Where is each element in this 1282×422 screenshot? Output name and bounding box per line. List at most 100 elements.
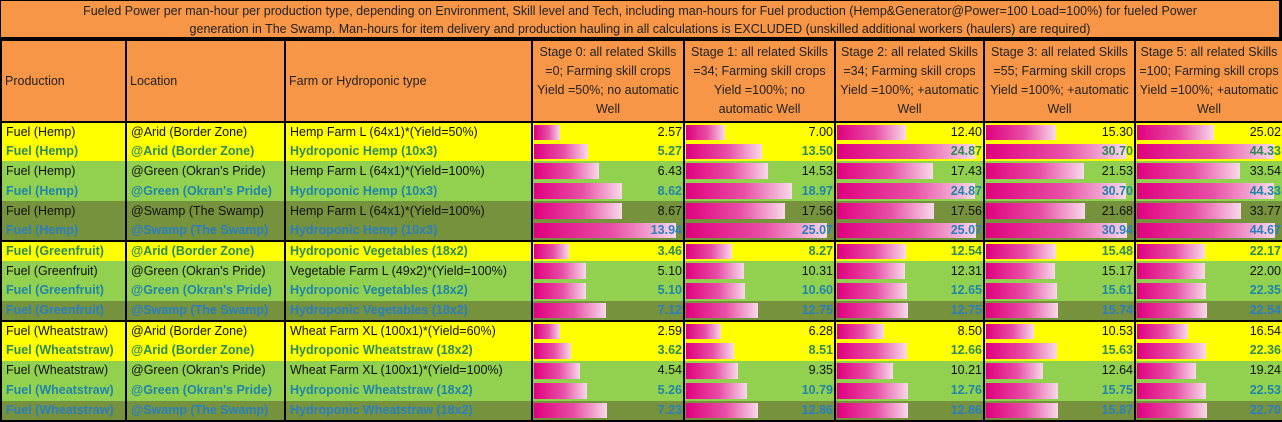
- cell-stage-5[interactable]: 25.02: [1134, 121, 1282, 142]
- cell-stage-3[interactable]: 15.74: [983, 300, 1136, 322]
- header-type[interactable]: Farm or Hydroponic type: [284, 40, 533, 123]
- cell-stage-2[interactable]: 12.76: [834, 380, 985, 401]
- cell-stage-2[interactable]: 12.40: [834, 121, 985, 142]
- cell-stage-3[interactable]: 15.30: [983, 121, 1136, 142]
- cell-production[interactable]: Fuel (Greenfruit): [0, 261, 127, 281]
- cell-stage-1[interactable]: 12.86: [683, 400, 836, 422]
- cell-stage-0[interactable]: 6.43: [531, 161, 685, 182]
- cell-stage-5[interactable]: 22.35: [1134, 280, 1282, 301]
- cell-stage-1[interactable]: 18.97: [683, 181, 836, 202]
- cell-stage-1[interactable]: 13.50: [683, 141, 836, 162]
- cell-stage-2[interactable]: 24.87: [834, 141, 985, 162]
- cell-type[interactable]: Hydroponic Hemp (10x3): [284, 141, 533, 162]
- cell-location[interactable]: @Green (Okran's Pride): [125, 261, 286, 281]
- cell-stage-5[interactable]: 22.00: [1134, 261, 1282, 281]
- cell-type[interactable]: Hydroponic Vegetables (18x2): [284, 280, 533, 301]
- cell-type[interactable]: Hydroponic Wheatstraw (18x2): [284, 340, 533, 361]
- cell-stage-1[interactable]: 10.31: [683, 261, 836, 281]
- cell-stage-0[interactable]: 5.27: [531, 141, 685, 162]
- cell-stage-0[interactable]: 3.62: [531, 340, 685, 361]
- cell-stage-0[interactable]: 13.94: [531, 221, 685, 243]
- cell-stage-5[interactable]: 22.53: [1134, 380, 1282, 401]
- cell-stage-5[interactable]: 44.67: [1134, 221, 1282, 243]
- cell-type[interactable]: Hydroponic Hemp (10x3): [284, 221, 533, 243]
- cell-stage-1[interactable]: 7.00: [683, 121, 836, 142]
- cell-location[interactable]: @Green (Okran's Pride): [125, 280, 286, 301]
- cell-location[interactable]: @Swamp (The Swamp): [125, 300, 286, 322]
- cell-stage-5[interactable]: 22.36: [1134, 340, 1282, 361]
- cell-production[interactable]: Fuel (Greenfruit): [0, 241, 127, 262]
- cell-stage-2[interactable]: 17.56: [834, 201, 985, 222]
- cell-production[interactable]: Fuel (Hemp): [0, 201, 127, 222]
- cell-stage-2[interactable]: 12.66: [834, 340, 985, 361]
- cell-stage-3[interactable]: 15.63: [983, 340, 1136, 361]
- cell-production[interactable]: Fuel (Hemp): [0, 161, 127, 182]
- cell-stage-3[interactable]: 15.17: [983, 261, 1136, 281]
- cell-stage-3[interactable]: 15.87: [983, 400, 1136, 422]
- cell-stage-0[interactable]: 2.59: [531, 320, 685, 341]
- cell-stage-5[interactable]: 33.77: [1134, 201, 1282, 222]
- header-stage-0[interactable]: Stage 0: all related Skills =0; Farming …: [531, 40, 685, 123]
- cell-production[interactable]: Fuel (Wheatstraw): [0, 320, 127, 341]
- cell-type[interactable]: Hydroponic Vegetables (18x2): [284, 241, 533, 262]
- cell-stage-2[interactable]: 17.43: [834, 161, 985, 182]
- cell-stage-2[interactable]: 12.54: [834, 241, 985, 262]
- cell-location[interactable]: @Arid (Border Zone): [125, 141, 286, 162]
- cell-type[interactable]: Hydroponic Wheatstraw (18x2): [284, 380, 533, 401]
- cell-stage-5[interactable]: 22.54: [1134, 300, 1282, 322]
- cell-production[interactable]: Fuel (Greenfruit): [0, 300, 127, 322]
- cell-production[interactable]: Fuel (Greenfruit): [0, 280, 127, 301]
- cell-stage-2[interactable]: 25.07: [834, 221, 985, 243]
- cell-production[interactable]: Fuel (Wheatstraw): [0, 380, 127, 401]
- cell-stage-0[interactable]: 5.10: [531, 261, 685, 281]
- cell-location[interactable]: @Green (Okran's Pride): [125, 181, 286, 202]
- cell-type[interactable]: Hydroponic Wheatstraw (18x2): [284, 400, 533, 422]
- cell-stage-0[interactable]: 4.54: [531, 360, 685, 381]
- cell-stage-2[interactable]: 8.50: [834, 320, 985, 341]
- cell-stage-2[interactable]: 24.87: [834, 181, 985, 202]
- cell-stage-2[interactable]: 12.75: [834, 300, 985, 322]
- cell-stage-3[interactable]: 21.53: [983, 161, 1136, 182]
- cell-stage-5[interactable]: 33.54: [1134, 161, 1282, 182]
- cell-type[interactable]: Hemp Farm L (64x1)*(Yield=100%): [284, 201, 533, 222]
- cell-stage-5[interactable]: 22.70: [1134, 400, 1282, 422]
- cell-stage-0[interactable]: 8.67: [531, 201, 685, 222]
- cell-stage-1[interactable]: 6.28: [683, 320, 836, 341]
- cell-location[interactable]: @Swamp (The Swamp): [125, 221, 286, 243]
- cell-type[interactable]: Hydroponic Vegetables (18x2): [284, 300, 533, 322]
- cell-type[interactable]: Hemp Farm L (64x1)*(Yield=100%): [284, 161, 533, 182]
- cell-stage-3[interactable]: 12.64: [983, 360, 1136, 381]
- cell-production[interactable]: Fuel (Wheatstraw): [0, 340, 127, 361]
- cell-stage-1[interactable]: 17.56: [683, 201, 836, 222]
- header-stage-2[interactable]: Stage 2: all related Skills =34; Farming…: [834, 40, 985, 123]
- cell-location[interactable]: @Arid (Border Zone): [125, 340, 286, 361]
- cell-stage-1[interactable]: 10.60: [683, 280, 836, 301]
- cell-stage-0[interactable]: 5.26: [531, 380, 685, 401]
- cell-stage-3[interactable]: 30.94: [983, 221, 1136, 243]
- cell-stage-1[interactable]: 12.75: [683, 300, 836, 322]
- cell-location[interactable]: @Swamp (The Swamp): [125, 400, 286, 422]
- header-stage-1[interactable]: Stage 1: all related Skills =34; Farming…: [683, 40, 836, 123]
- cell-stage-5[interactable]: 19.24: [1134, 360, 1282, 381]
- cell-stage-1[interactable]: 8.27: [683, 241, 836, 262]
- cell-stage-3[interactable]: 15.48: [983, 241, 1136, 262]
- cell-stage-5[interactable]: 22.17: [1134, 241, 1282, 262]
- cell-stage-2[interactable]: 12.31: [834, 261, 985, 281]
- header-location[interactable]: Location: [125, 40, 286, 123]
- cell-stage-2[interactable]: 12.65: [834, 280, 985, 301]
- cell-location[interactable]: @Arid (Border Zone): [125, 320, 286, 341]
- cell-location[interactable]: @Arid (Border Zone): [125, 121, 286, 142]
- cell-stage-3[interactable]: 10.53: [983, 320, 1136, 341]
- header-stage-3[interactable]: Stage 3: all related Skills =55; Farming…: [983, 40, 1136, 123]
- cell-production[interactable]: Fuel (Hemp): [0, 221, 127, 243]
- cell-type[interactable]: Hemp Farm L (64x1)*(Yield=50%): [284, 121, 533, 142]
- cell-stage-0[interactable]: 5.10: [531, 280, 685, 301]
- cell-stage-1[interactable]: 8.51: [683, 340, 836, 361]
- cell-stage-0[interactable]: 8.62: [531, 181, 685, 202]
- cell-production[interactable]: Fuel (Wheatstraw): [0, 400, 127, 422]
- cell-type[interactable]: Wheat Farm XL (100x1)*(Yield=100%): [284, 360, 533, 381]
- cell-type[interactable]: Hydroponic Hemp (10x3): [284, 181, 533, 202]
- cell-stage-2[interactable]: 12.86: [834, 400, 985, 422]
- cell-stage-2[interactable]: 10.21: [834, 360, 985, 381]
- cell-stage-0[interactable]: 7.12: [531, 300, 685, 322]
